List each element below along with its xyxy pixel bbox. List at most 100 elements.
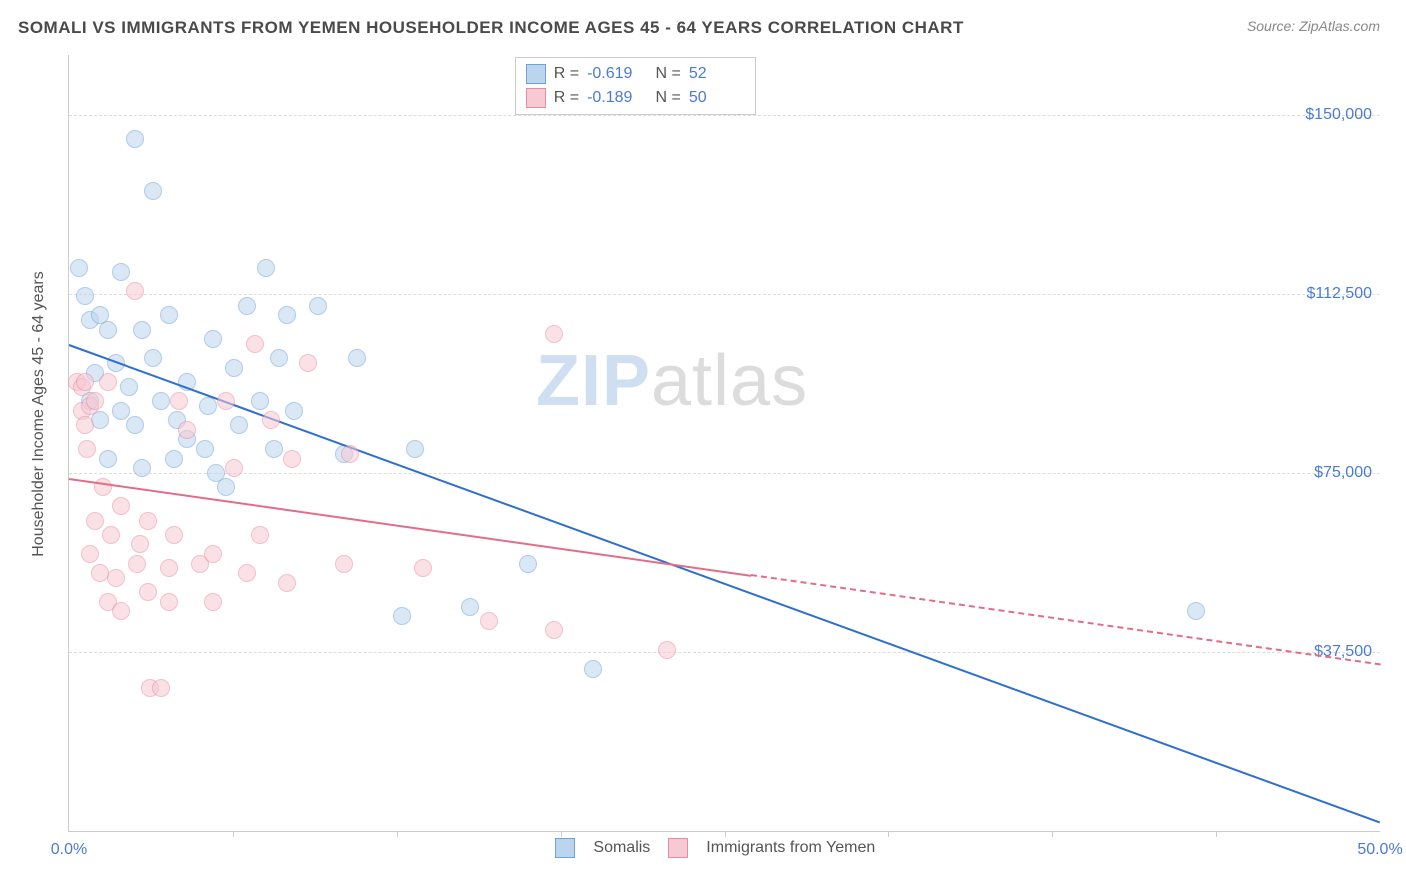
scatter-point <box>262 411 280 429</box>
scatter-point <box>658 641 676 659</box>
scatter-point <box>238 564 256 582</box>
plot-area: ZIPatlas R =-0.619 N =52R =-0.189 N =50 … <box>68 55 1380 832</box>
scatter-point <box>86 512 104 530</box>
legend-swatch <box>526 88 546 108</box>
x-tick-mark <box>1216 831 1217 837</box>
scatter-point <box>160 593 178 611</box>
scatter-point <box>126 130 144 148</box>
chart-container: Householder Income Ages 45 - 64 years ZI… <box>50 55 1380 852</box>
legend-swatch <box>526 64 546 84</box>
scatter-point <box>406 440 424 458</box>
scatter-point <box>131 535 149 553</box>
legend-swatch <box>555 838 575 858</box>
scatter-point <box>217 478 235 496</box>
scatter-point <box>99 450 117 468</box>
legend-n-label: N = <box>651 89 681 107</box>
scatter-point <box>139 583 157 601</box>
scatter-point <box>178 421 196 439</box>
scatter-point <box>461 598 479 616</box>
bottom-legend: Somalis Immigrants from Yemen <box>555 838 875 858</box>
scatter-point <box>78 440 96 458</box>
scatter-point <box>335 555 353 573</box>
scatter-point <box>257 259 275 277</box>
legend-r-label: R = <box>554 89 579 107</box>
legend-r-label: R = <box>554 65 579 83</box>
gridline-horizontal <box>69 294 1380 295</box>
scatter-point <box>76 373 94 391</box>
stats-legend-row: R =-0.189 N =50 <box>526 86 745 110</box>
gridline-horizontal <box>69 652 1380 653</box>
scatter-point <box>348 349 366 367</box>
scatter-point <box>225 359 243 377</box>
x-tick-mark <box>888 831 889 837</box>
scatter-point <box>309 297 327 315</box>
x-tick-mark <box>725 831 726 837</box>
scatter-point <box>204 545 222 563</box>
legend-series-label: Immigrants from Yemen <box>706 839 875 857</box>
scatter-point <box>81 545 99 563</box>
gridline-horizontal <box>69 115 1380 116</box>
scatter-point <box>225 459 243 477</box>
scatter-point <box>230 416 248 434</box>
scatter-point <box>196 440 214 458</box>
scatter-point <box>251 526 269 544</box>
scatter-point <box>165 450 183 468</box>
scatter-point <box>76 416 94 434</box>
scatter-point <box>112 263 130 281</box>
scatter-point <box>480 612 498 630</box>
scatter-point <box>112 497 130 515</box>
x-tick-mark <box>1052 831 1053 837</box>
chart-title: SOMALI VS IMMIGRANTS FROM YEMEN HOUSEHOL… <box>18 18 964 38</box>
scatter-point <box>102 526 120 544</box>
legend-r-value: -0.619 <box>587 65 643 83</box>
source-label: Source: ZipAtlas.com <box>1247 18 1380 34</box>
scatter-point <box>545 325 563 343</box>
scatter-point <box>341 445 359 463</box>
y-axis-label: Householder Income Ages 45 - 64 years <box>30 271 48 557</box>
scatter-point <box>133 459 151 477</box>
scatter-point <box>126 282 144 300</box>
x-tick-mark <box>561 831 562 837</box>
scatter-point <box>393 607 411 625</box>
scatter-point <box>112 602 130 620</box>
legend-series-label: Somalis <box>593 839 650 857</box>
watermark: ZIPatlas <box>536 340 808 422</box>
scatter-point <box>94 478 112 496</box>
scatter-point <box>199 397 217 415</box>
scatter-point <box>152 679 170 697</box>
stats-legend: R =-0.619 N =52R =-0.189 N =50 <box>515 57 756 115</box>
y-tick-label: $150,000 <box>1305 106 1372 124</box>
watermark-zip: ZIP <box>536 341 651 421</box>
legend-n-value: 50 <box>689 89 745 107</box>
x-tick-label: 50.0% <box>1357 841 1402 859</box>
x-tick-mark <box>233 831 234 837</box>
scatter-point <box>165 526 183 544</box>
scatter-point <box>285 402 303 420</box>
legend-swatch <box>668 838 688 858</box>
gridline-horizontal <box>69 473 1380 474</box>
scatter-point <box>519 555 537 573</box>
scatter-point <box>107 569 125 587</box>
scatter-point <box>204 330 222 348</box>
scatter-point <box>246 335 264 353</box>
scatter-point <box>278 574 296 592</box>
scatter-point <box>283 450 301 468</box>
scatter-point <box>152 392 170 410</box>
scatter-point <box>299 354 317 372</box>
scatter-point <box>139 512 157 530</box>
y-tick-label: $75,000 <box>1314 464 1372 482</box>
x-tick-mark <box>397 831 398 837</box>
scatter-point <box>545 621 563 639</box>
scatter-point <box>238 297 256 315</box>
scatter-point <box>126 416 144 434</box>
legend-n-label: N = <box>651 65 681 83</box>
scatter-point <box>120 378 138 396</box>
legend-n-value: 52 <box>689 65 745 83</box>
scatter-point <box>584 660 602 678</box>
scatter-point <box>99 373 117 391</box>
scatter-point <box>91 411 109 429</box>
scatter-point <box>265 440 283 458</box>
scatter-point <box>270 349 288 367</box>
scatter-point <box>160 559 178 577</box>
scatter-point <box>204 593 222 611</box>
